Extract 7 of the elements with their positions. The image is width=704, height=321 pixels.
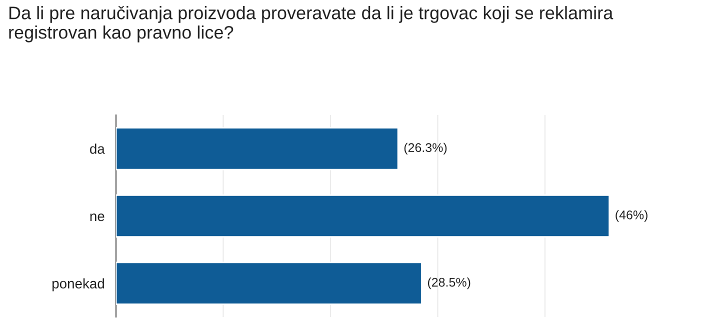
chart-title: Da li pre naručivanja proizvoda proveravate da li je trgovac koji se reklamira registrovan kao pravno lice? <box>9 6 614 42</box>
data-label: (26.3%) <box>404 142 447 154</box>
y-tick-label: ne <box>90 214 104 222</box>
y-tick-label: ponekad <box>52 278 104 292</box>
data-label: (46%) <box>616 210 648 222</box>
y-tick-label: da <box>90 144 105 154</box>
data-label: (28.5%) <box>428 278 470 290</box>
